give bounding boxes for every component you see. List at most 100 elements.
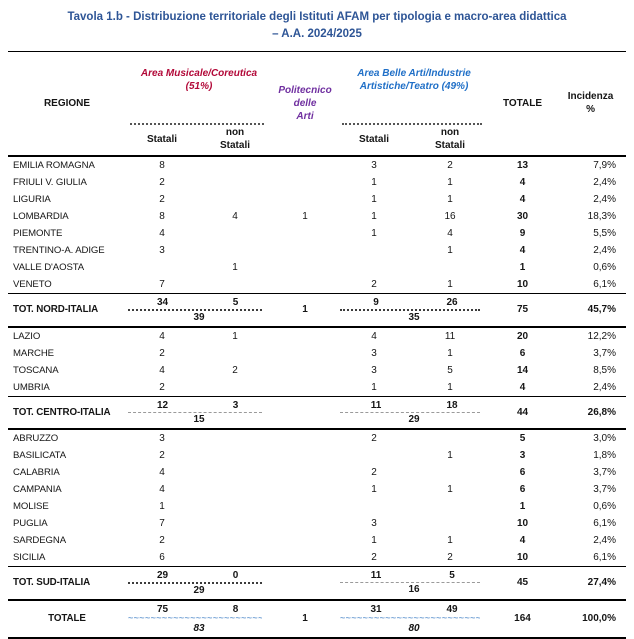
cell-musicale-statali: 4 [159,483,165,495]
cell-musicale-non-statali [198,481,272,498]
col-header-incidenza: Incidenza % [555,51,627,157]
cell-incidenza: 27,4% [555,565,627,601]
table-row: UMBRIA 2 1 1 4 2,4% [8,379,626,397]
cell-region-name: TRENTINO-A. ADIGE [13,244,105,256]
cell-region-name: CALABRIA [13,466,60,478]
cell-politecnico [272,498,338,515]
cell-belle-arti-statali: 1 [371,381,377,393]
col-group-area-musicale: Area Musicale/Coreutica (51%) [126,51,272,125]
cell-totale: 13 [516,159,529,171]
table-row: CALABRIA 4 2 6 3,7% [8,464,626,481]
cell-musicale-group-separator-line [128,308,263,311]
cell-belle-arti-non-statali [410,498,490,515]
cell-belle-arti-non-statali [410,515,490,532]
cell-politecnico [272,549,338,567]
cell-belle-arti-non-statali: 2 [447,159,453,171]
cell-musicale-statali: 4 [159,364,165,376]
col-header-regione: REGIONE [8,51,126,157]
cell-belle-arti-non-statali: 1 [447,534,453,546]
cell-musicale-non-statali [198,225,272,242]
cell-musicale-statali: 8 [159,210,165,222]
cell-musicale-statali [126,259,198,276]
cell-musicale-group-non-statali-value: 5 [232,296,239,308]
col-header-statali-musicale: Statali [126,123,198,157]
cell-politecnico [272,464,338,481]
cell-belle-arti-group-stack: 11 18 29 [338,400,490,425]
cell-belle-arti-statali: 4 [371,330,377,342]
table-header: REGIONE Area Musicale/Coreutica (51%) Po… [8,51,627,157]
cell-belle-arti-non-statali: 1 [447,483,453,495]
col-header-totale: TOTALE [490,51,556,157]
cell-politecnico [272,191,338,208]
cell-belle-arti-non-statali [410,429,490,447]
cell-incidenza: 3,7% [593,347,617,359]
cell-musicale-non-statali: 1 [232,261,238,273]
cell-musicale-group: 34 5 39 [126,292,273,328]
cell-belle-arti-statali: 1 [371,534,377,546]
cell-belle-arti-non-statali: 16 [444,210,456,222]
cell-musicale-group-combined-total: 15 [193,413,205,425]
title-line-1: Tavola 1.b - Distribuzione territoriale … [67,11,567,23]
cell-belle-arti-group-statali-value: 11 [370,570,382,581]
cell-musicale-non-statali: 2 [232,364,238,376]
table-row: MOLISE 1 1 0,6% [8,498,626,515]
cell-politecnico [272,259,338,276]
cell-totale: 4 [519,534,526,546]
cell-totale: 20 [516,330,529,342]
cell-belle-arti-non-statali: 2 [447,551,453,563]
cell-musicale-statali: 1 [159,500,165,512]
cell-belle-arti-statali: 1 [371,210,377,222]
cell-politecnico: 1 [272,599,339,639]
table-row: EMILIA ROMAGNA 8 3 2 13 7,9% [8,156,626,174]
table-row: ABRUZZO 3 2 5 3,0% [8,429,626,447]
subtotal-row: TOT. CENTRO-ITALIA 12 3 15 11 18 29 44 26,8% [8,395,627,430]
cell-totale: 1 [519,500,526,512]
cell-musicale-statali: 2 [159,381,165,393]
cell-totale: 164 [490,599,556,639]
cell-totale: 9 [519,227,526,239]
table-row: LAZIO 4 1 4 11 20 12,2% [8,327,626,345]
table-row: TOSCANA 4 2 3 5 14 8,5% [8,362,626,379]
cell-incidenza: 6,1% [593,278,617,290]
cell-belle-arti-statali: 1 [371,227,377,239]
cell-politecnico [272,447,338,464]
cell-musicale-group-separator-line [128,616,262,622]
cell-musicale-statali: 2 [159,347,165,359]
cell-totale: 6 [519,483,526,495]
cell-belle-arti-statali: 3 [371,364,377,376]
cell-region-name: SICILIA [13,551,46,563]
cell-musicale-group-values: 12 3 [126,400,272,411]
cell-belle-arti-non-statali: 4 [447,227,453,239]
subtotal-row: TOT. NORD-ITALIA 34 5 39 1 9 26 35 75 45,7% [8,292,627,328]
cell-politecnico [272,174,338,191]
cell-totale: 10 [516,551,529,563]
cell-totale: 5 [519,432,526,444]
cell-musicale-group-statali-value: 34 [156,296,169,308]
cell-musicale-group-values: 34 5 [126,297,272,308]
cell-musicale-non-statali [198,174,272,191]
cell-belle-arti-group-stack: 11 5 16 [338,570,490,595]
cell-incidenza: 0,6% [593,261,617,273]
cell-totale: 30 [516,210,529,222]
cell-region-name: FRIULI V. GIULIA [13,176,87,188]
cell-belle-arti-statali: 1 [371,176,377,188]
cell-belle-arti-statali [338,447,410,464]
cell-belle-arti-group-statali-value: 9 [373,296,379,308]
cell-belle-arti-group-combined-total: 29 [408,413,420,425]
table-row: LIGURIA 2 1 1 4 2,4% [8,191,626,208]
cell-belle-arti-statali [338,242,410,259]
cell-incidenza: 18,3% [587,210,617,222]
cell-musicale-non-statali [198,532,272,549]
cell-musicale-group-separator-line [128,581,263,584]
cell-region-name: SARDEGNA [13,534,67,546]
table-row: LOMBARDIA 8 4 1 1 16 30 18,3% [8,208,626,225]
col-header-non-statali-belle-arti: non Statali [410,123,491,157]
cell-totale: 45 [490,565,556,601]
cell-belle-arti-group-separator-line [340,411,481,413]
cell-musicale-group-non-statali-value: 0 [232,569,239,581]
cell-musicale-group: 12 3 15 [126,395,273,430]
cell-belle-arti-group-values: 9 26 [338,297,490,308]
cell-belle-arti-non-statali [410,259,490,276]
cell-totale: 10 [516,517,529,529]
table-row: PIEMONTE 4 1 4 9 5,5% [8,225,626,242]
